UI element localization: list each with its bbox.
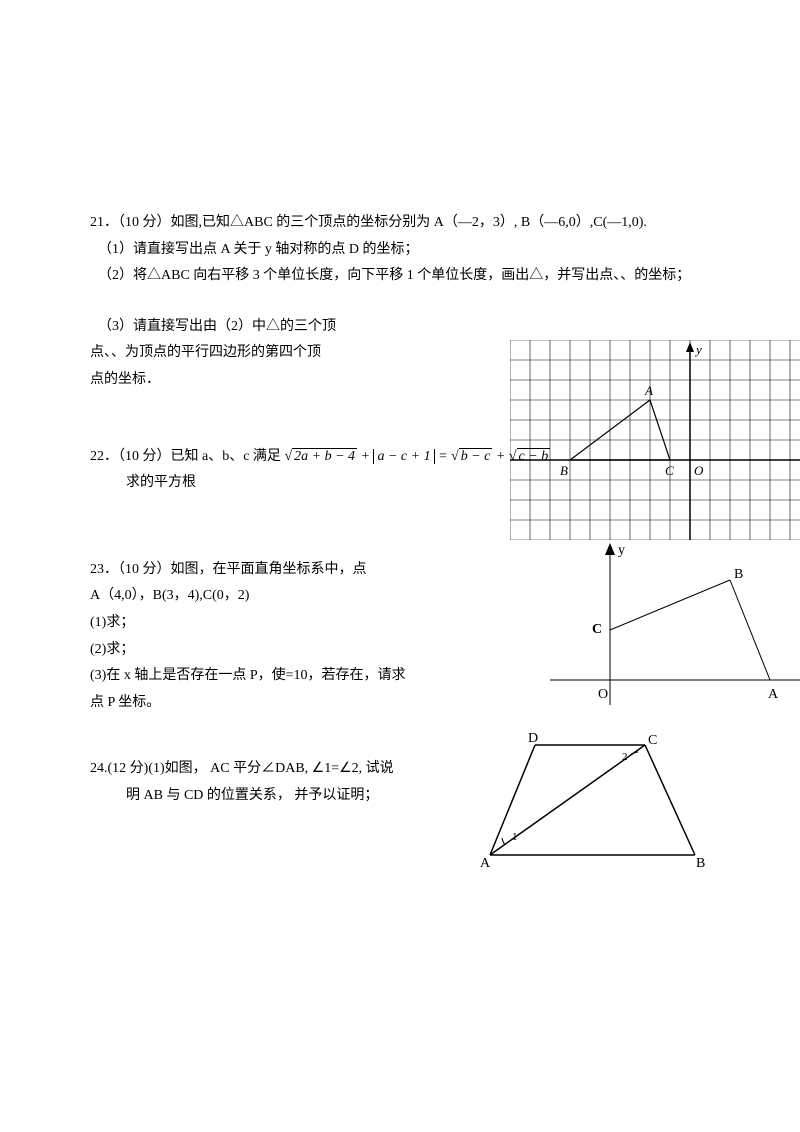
trap-label-A: A [480, 856, 491, 870]
trap-angle-2: 2 [622, 751, 628, 763]
problem-24-line1: 24.(12 分)(1)如图， AC 平分∠DAB, ∠1=∠2, 试说 [90, 756, 410, 783]
coord-label-A: A [768, 687, 779, 702]
grid-label-B: B [560, 463, 568, 478]
coordinate-figure: O A B C x y [550, 540, 800, 710]
sqrt1-inner: 2a + b − 4 [292, 448, 357, 464]
trap-angle-1: 1 [512, 831, 518, 843]
trap-label-B: B [696, 856, 705, 870]
trapezoid-figure: D C A B 1 2 [480, 730, 710, 870]
problem-23-sub1: (1)求； [90, 610, 410, 637]
problem-23-line1: 23．（10 分）如图，在平面直角坐标系中，点 [90, 557, 410, 584]
problem-21-sub3a: （3）请直接写出由（2）中△的三个顶 [98, 314, 710, 341]
grid-label-A: A [644, 383, 653, 398]
math-plus1: + [361, 449, 374, 464]
grid-label-C: C [665, 463, 674, 478]
coord-label-B: B [734, 567, 743, 582]
problem-22-header-pre: 22．（10 分）已知 a、b、c 满足 [90, 449, 281, 464]
problem-24: 24.(12 分)(1)如图， AC 平分∠DAB, ∠1=∠2, 试说 明 A… [90, 756, 410, 809]
grid-label-O: O [694, 463, 704, 478]
problem-23-sub2: (2)求； [90, 637, 410, 664]
coord-label-O: O [598, 687, 608, 702]
trap-label-C: C [648, 733, 657, 748]
coord-label-C: C [592, 622, 602, 637]
grid-label-y: y [694, 342, 702, 357]
problem-23-sub3b: 点 P 坐标。 [90, 690, 410, 717]
math-eq: = [438, 449, 451, 464]
grid-figure: A B C O x y [510, 340, 800, 540]
problem-23: 23．（10 分）如图，在平面直角坐标系中，点 A（4,0），B(3，4),C(… [90, 557, 410, 717]
problem-21-header: 21．（10 分）如图,已知△ABC 的三个顶点的坐标分别为 A（—2，3）, … [90, 210, 710, 237]
problem-24-line2: 明 AB 与 CD 的位置关系， 并予以证明； [126, 783, 410, 810]
coord-label-y: y [618, 543, 625, 558]
math-sqrt2: √b − c [451, 448, 496, 464]
math-abs: a − c + 1 [373, 449, 434, 464]
trap-label-D: D [528, 731, 538, 746]
problem-21-sub2: （2）将△ABC 向右平移 3 个单位长度，向下平移 1 个单位长度，画出△，并… [98, 263, 710, 290]
math-sqrt1: √2a + b − 4 [284, 448, 360, 464]
problem-23-sub3a: (3)在 x 轴上是否存在一点 P，使=10，若存在，请求 [90, 663, 410, 690]
problem-23-line2: A（4,0），B(3，4),C(0，2) [90, 583, 410, 610]
problem-21-sub1: （1）请直接写出点 A 关于 y 轴对称的点 D 的坐标； [98, 237, 710, 264]
sqrt2-inner: b − c [459, 448, 493, 464]
math-plus2: + [496, 449, 509, 464]
